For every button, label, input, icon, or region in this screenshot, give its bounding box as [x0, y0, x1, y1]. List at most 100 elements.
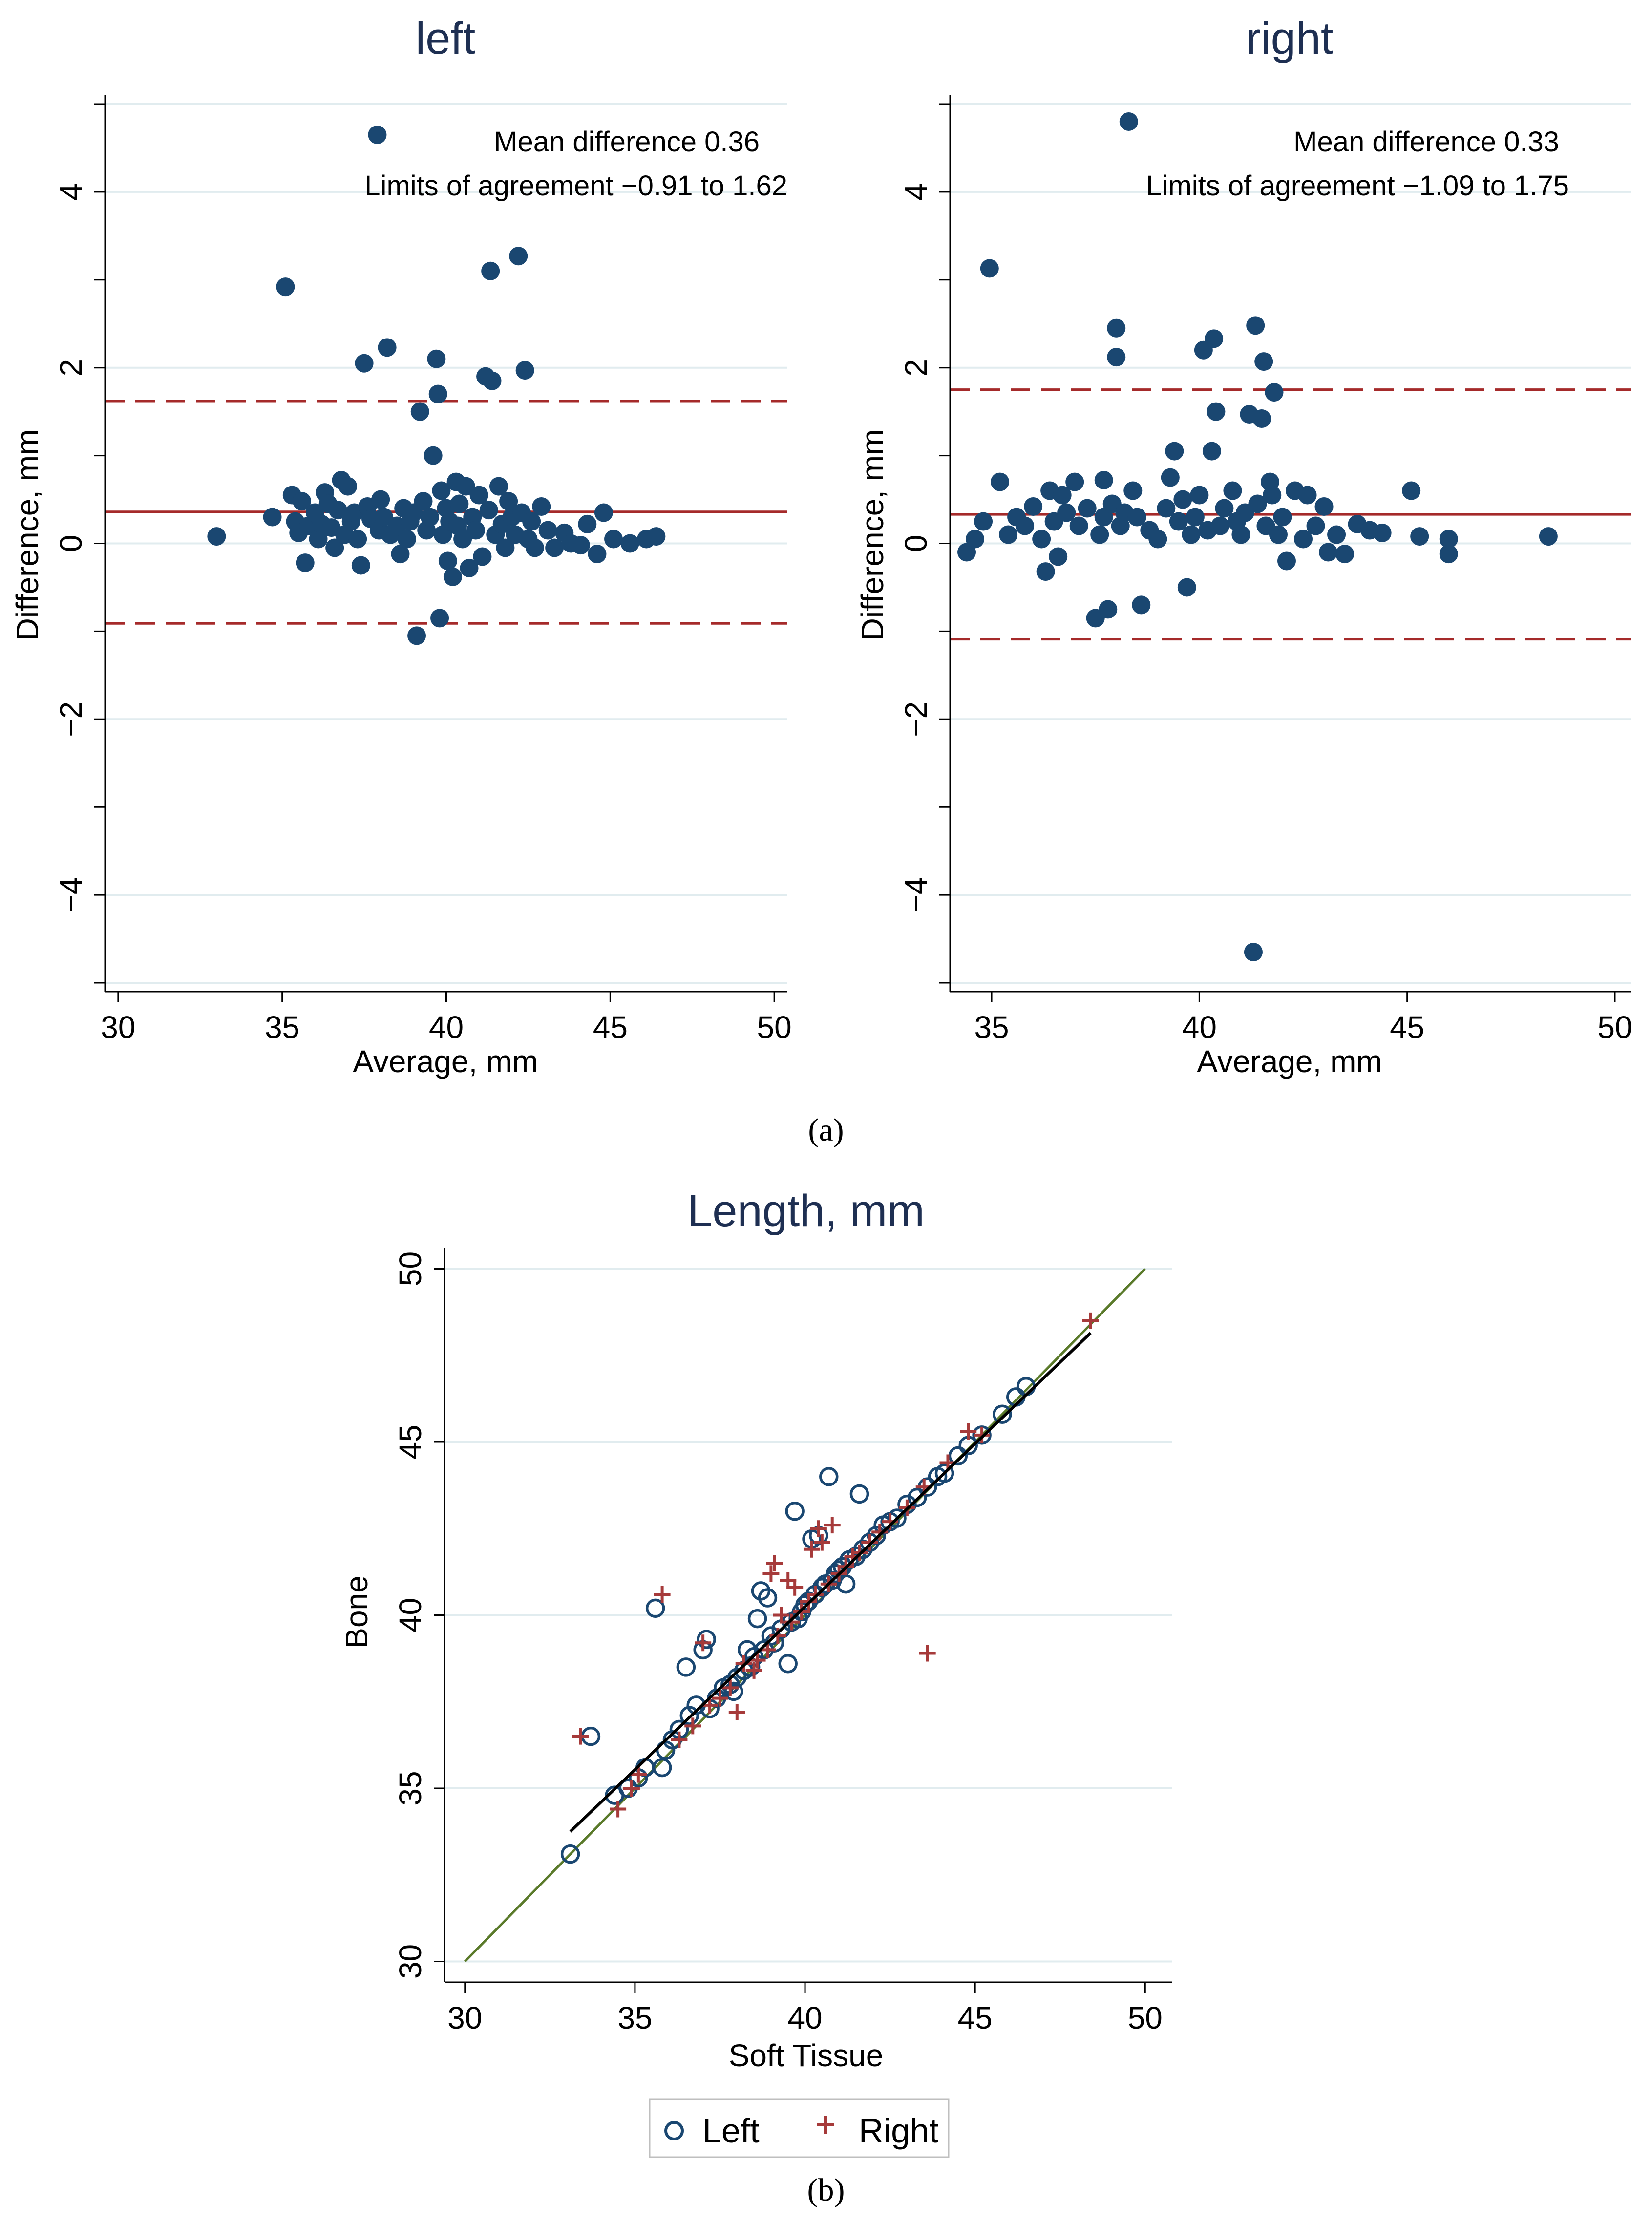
- data-point: [957, 543, 976, 562]
- right-data-point: [684, 1717, 701, 1735]
- x-tick-label: 50: [1597, 1010, 1632, 1045]
- data-point: [473, 547, 492, 566]
- y-tick-label: −4: [898, 877, 933, 913]
- data-point: [1319, 543, 1338, 562]
- data-point: [1099, 600, 1118, 619]
- caption-b: (b): [807, 2172, 845, 2208]
- data-point: [1161, 468, 1180, 487]
- right-data-point: [871, 1524, 889, 1541]
- right-data-point: [960, 1423, 977, 1440]
- data-point: [469, 486, 488, 505]
- x-tick-label: 30: [447, 2000, 482, 2035]
- data-point: [1298, 486, 1317, 505]
- data-point: [1207, 402, 1226, 421]
- tick-labels: −4 −2 0 2 4 30 35 40 45 50: [53, 183, 792, 1045]
- y-tick-label: 45: [393, 1424, 428, 1459]
- right-data-point: [803, 1541, 820, 1558]
- data-point: [378, 338, 397, 357]
- data-point: [1248, 494, 1267, 513]
- data-point: [407, 626, 426, 645]
- data-point: [374, 508, 393, 527]
- mean-difference-annotation: Mean difference 0.36: [494, 126, 760, 158]
- data-point: [432, 481, 451, 500]
- data-point: [263, 508, 282, 527]
- data-point: [1254, 352, 1273, 371]
- data-point: [974, 512, 993, 531]
- data-point: [207, 527, 226, 546]
- data-point: [594, 503, 613, 522]
- data-point: [489, 477, 508, 496]
- data-point: [339, 477, 358, 496]
- data-point: [1157, 499, 1176, 518]
- data-point: [1036, 562, 1055, 581]
- data-point: [604, 530, 623, 549]
- data-point: [414, 492, 433, 511]
- data-point: [1335, 545, 1355, 564]
- data-point: [1165, 442, 1184, 461]
- data-point: [1539, 527, 1558, 546]
- data-point: [1132, 595, 1151, 615]
- panel-title-length: Length, mm: [687, 1186, 925, 1236]
- x-tick-label: 45: [958, 2000, 993, 2035]
- data-point: [1094, 470, 1113, 489]
- data-point: [348, 530, 367, 549]
- data-point: [966, 530, 985, 549]
- data-point: [532, 497, 551, 516]
- left-data-point: [819, 1467, 839, 1486]
- data-point: [1273, 508, 1292, 527]
- data-point: [438, 551, 457, 571]
- tick-labels: 30 35 40 45 50 30 35 40 45 50: [393, 1251, 1163, 2035]
- y-axis-label: Bone: [339, 1575, 374, 1648]
- left-data-point: [747, 1609, 767, 1629]
- data-points: [957, 112, 1558, 962]
- data-point: [276, 277, 295, 297]
- data-point: [1069, 516, 1088, 535]
- left-data-point: [908, 1487, 927, 1507]
- right-data-point: [861, 1534, 878, 1551]
- right-data-point: [766, 1555, 783, 1572]
- y-tick-label: 0: [898, 535, 933, 552]
- data-point: [1202, 442, 1221, 461]
- data-point: [351, 556, 370, 575]
- right-data-point: [810, 1520, 827, 1537]
- data-point: [1190, 486, 1209, 505]
- data-point: [545, 538, 564, 557]
- right-data-point: [769, 1628, 786, 1645]
- x-tick-label: 50: [757, 1010, 792, 1045]
- data-point: [428, 384, 447, 403]
- data-point: [1314, 497, 1334, 516]
- right-data-point: [974, 1426, 991, 1443]
- data-point: [1410, 527, 1429, 546]
- data-point: [325, 538, 344, 557]
- data-point: [1215, 499, 1234, 518]
- data-point: [430, 609, 449, 628]
- data-point: [450, 494, 469, 513]
- data-point: [1277, 551, 1296, 571]
- right-data-point: [654, 1586, 671, 1603]
- legend: Left Right: [649, 2098, 950, 2158]
- data-point: [420, 508, 439, 527]
- data-point: [525, 538, 544, 557]
- left-data-point: [697, 1630, 716, 1649]
- x-tick-label: 45: [1390, 1010, 1424, 1045]
- data-point: [1148, 530, 1167, 549]
- legend-left-label: Left: [702, 2112, 760, 2150]
- data-point: [292, 492, 311, 511]
- data-points: [207, 125, 666, 645]
- data-point: [309, 530, 328, 549]
- x-axis-label: Average, mm: [1197, 1044, 1382, 1079]
- data-point: [483, 371, 502, 390]
- data-point: [1252, 409, 1271, 428]
- data-point: [368, 125, 387, 144]
- bland-altman-left-panel: −4 −2 0 2 4 30 35 40 45 50 left Mean difference 0…: [10, 14, 792, 1079]
- data-point: [1327, 525, 1346, 544]
- right-data-point: [1082, 1312, 1099, 1329]
- data-point: [647, 527, 666, 546]
- length-scatter-panel: 30 35 40 45 50 30 35 40 45 50 Length, mm Soft Tis…: [339, 1186, 1172, 2073]
- data-point: [1439, 545, 1458, 564]
- data-point: [479, 501, 498, 520]
- data-point: [397, 530, 416, 549]
- grid-lines: [105, 103, 787, 984]
- data-point: [1263, 486, 1282, 505]
- y-tick-label: 40: [393, 1598, 428, 1632]
